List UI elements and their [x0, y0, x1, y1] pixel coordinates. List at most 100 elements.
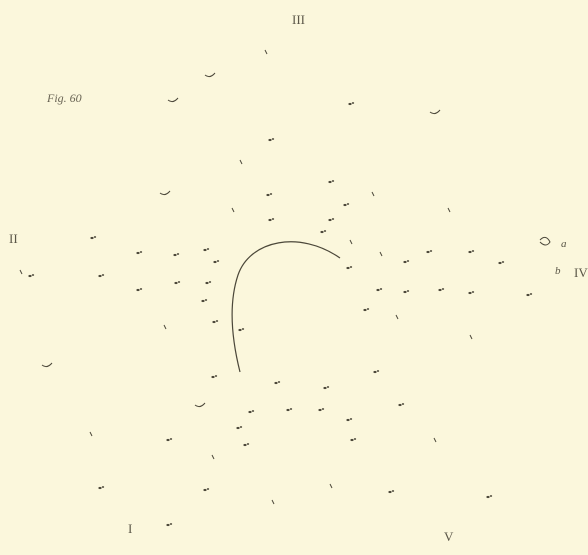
cell-tick	[264, 49, 268, 55]
cell-dot	[498, 261, 502, 265]
cell-curl	[41, 362, 53, 368]
cell-dot	[348, 102, 352, 106]
cell-tick	[329, 483, 333, 489]
cell-curl	[194, 402, 206, 408]
cell-dot	[349, 266, 353, 268]
cell-dot	[326, 386, 330, 388]
cell-tick	[211, 454, 215, 460]
cell-dot	[213, 260, 217, 264]
cell-dot	[101, 486, 105, 488]
cell-dot	[468, 291, 472, 295]
cell-dot	[266, 193, 270, 197]
cell-dot	[501, 261, 505, 263]
cell-dot	[379, 288, 383, 290]
cell-dot	[239, 426, 243, 428]
cell-dot	[471, 291, 475, 293]
cell-dot	[246, 443, 250, 445]
cell-dot	[214, 375, 218, 377]
cell-dot	[376, 370, 380, 372]
cell-tick	[271, 499, 275, 505]
cell-dot	[211, 375, 215, 379]
cell-dot	[136, 288, 140, 292]
cell-dot	[468, 250, 472, 254]
cell-dot	[471, 250, 475, 252]
cell-dot	[206, 488, 210, 490]
cell-dot	[318, 408, 322, 412]
sector-label-bottom-left: I	[128, 521, 133, 536]
cell-tick	[433, 437, 437, 443]
cell-dot	[268, 218, 272, 222]
cell-dot	[350, 438, 354, 442]
cell-dot	[406, 260, 410, 262]
cell-tick	[239, 159, 243, 165]
cell-dot	[136, 251, 140, 255]
cell-dot	[529, 293, 533, 295]
cell-dot	[203, 248, 207, 252]
cell-dot	[238, 328, 242, 332]
cell-dot	[388, 490, 392, 494]
cell-dot	[343, 203, 347, 207]
cell-dot	[169, 438, 173, 440]
cell-dot	[429, 250, 433, 252]
cell-dot	[166, 438, 170, 442]
cell-dot	[403, 260, 407, 264]
cell-dot	[328, 218, 332, 222]
cell-dot	[277, 381, 281, 383]
cell-dot	[398, 403, 402, 407]
cell-dot	[93, 236, 97, 238]
cell-dot	[166, 523, 170, 527]
cell-tick	[19, 269, 23, 275]
cell-dot	[331, 180, 335, 182]
cell-dot	[248, 410, 252, 414]
cell-dot	[101, 274, 105, 276]
cell-dot	[139, 251, 143, 253]
cell-dot	[203, 488, 207, 492]
cell-dot	[212, 320, 216, 324]
cell-curl	[429, 109, 441, 115]
cell-dot	[271, 218, 275, 220]
cell-dot	[201, 299, 205, 303]
figure-label: Fig. 60	[47, 91, 82, 105]
cell-dot	[208, 281, 212, 283]
cell-dot	[486, 495, 490, 499]
cell-dot	[176, 253, 180, 255]
central-arc	[231, 241, 341, 373]
cell-dot	[376, 288, 380, 292]
cell-dot	[289, 408, 293, 410]
cell-dot	[331, 218, 335, 220]
sector-label-right: IV	[574, 265, 588, 280]
cell-tick	[379, 251, 383, 257]
cell-dot	[274, 381, 278, 385]
cell-dot	[243, 443, 247, 447]
cell-dot	[351, 102, 355, 104]
cell-dot	[438, 288, 442, 292]
cell-tick	[371, 191, 375, 197]
cell-dot	[363, 308, 367, 312]
cell-dot	[526, 293, 530, 297]
cell-dot	[215, 320, 219, 322]
cell-dot	[489, 495, 493, 497]
cell-dot	[346, 266, 350, 270]
cell-dot	[251, 410, 255, 412]
cell-dot	[286, 408, 290, 412]
cell-dot	[346, 418, 350, 422]
cell-tick	[469, 334, 473, 340]
marker-a-curl	[539, 236, 551, 246]
cell-dot	[204, 299, 208, 301]
cell-dot	[236, 426, 240, 430]
annotation-b: b	[555, 265, 561, 277]
cell-dot	[206, 248, 210, 250]
cell-dot	[321, 408, 325, 410]
cell-dot	[241, 328, 245, 330]
cell-tick	[89, 431, 93, 437]
cell-dot	[169, 523, 173, 525]
cell-dot	[366, 308, 370, 310]
scattered-marks	[19, 49, 533, 527]
cell-curl	[159, 190, 171, 196]
cell-curl	[167, 97, 179, 103]
cell-dot	[403, 290, 407, 294]
cell-dot	[205, 281, 209, 285]
cell-dot	[216, 260, 220, 262]
sector-label-bottom-right: V	[444, 529, 454, 544]
